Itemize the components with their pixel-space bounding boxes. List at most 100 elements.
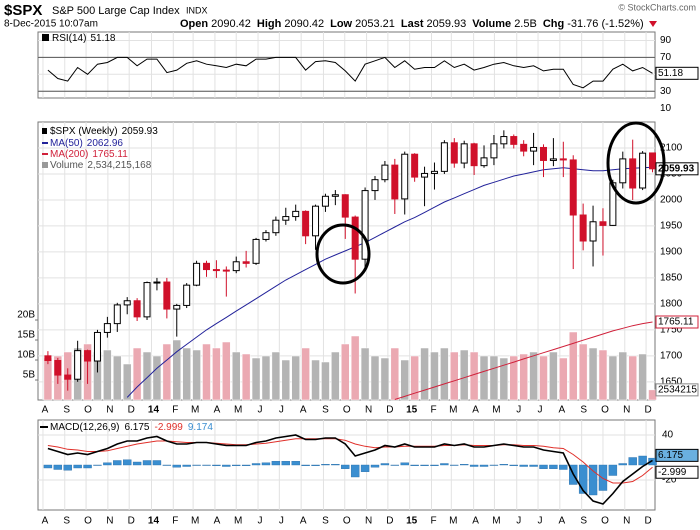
x-tick-label: O [84,516,92,527]
histogram-bar [410,464,419,466]
histogram-bar [152,460,162,466]
candle-body [302,210,310,237]
quote-label: Last [401,18,424,30]
value-box [655,66,699,80]
legend-name: Volume [50,160,84,171]
volume-bar [568,331,578,401]
histogram-bar [43,464,53,469]
x-tick-label: O [601,405,609,416]
moving-average [394,321,653,400]
candle-body [292,210,300,218]
candle-body [153,281,161,284]
x-tick-label: O [343,405,351,416]
x-tick-label: N [365,516,372,527]
histogram-bar [83,464,92,469]
candle-body [559,158,567,161]
histogram-bar [350,464,360,478]
value-box [655,315,699,329]
x-tick-label: O [343,516,351,527]
volume-bar [390,347,400,401]
candle-body [539,146,547,161]
candle-body [430,170,438,174]
y-tick-label: 70 [660,52,672,63]
histogram-bar [460,464,469,466]
candle-body [212,269,220,272]
x-tick-label: A [214,405,221,416]
volume-legend: Volume 2,534,215,168 [50,160,152,171]
x-tick-label: F [172,405,178,416]
histogram-bar [450,464,459,466]
x-tick-label: S [580,516,587,527]
x-tick-label: M [234,516,242,527]
candle-body [262,232,270,240]
ma-legend: MA(50) 2062.96 [50,138,123,149]
candle-body [331,194,339,197]
x-tick-label: J [258,405,263,416]
histogram-bar [212,464,221,466]
value-box-label: 6.175 [658,450,683,461]
histogram-bar [390,464,400,466]
x-tick-label: A [472,516,479,527]
candle-body [341,194,349,218]
x-tick-label: D [386,516,393,527]
histogram-bar [192,464,201,466]
down-arrow [649,21,657,27]
moving-average [126,166,653,398]
candle-body [391,164,399,200]
symbol: $SPX [4,2,42,19]
x-tick-label: J [516,516,521,527]
histogram-bar [132,461,142,466]
candle-body [371,179,379,192]
candle-body [589,221,597,242]
histogram-bar [608,464,618,476]
candle-body [84,350,92,362]
volume-bar [380,357,390,401]
candle-body [649,152,657,170]
candle-body [411,153,419,178]
x-tick-label: A [559,516,566,527]
legend-swatch [42,34,49,41]
candle-body [222,269,230,272]
histogram-bar [172,464,181,468]
volume-bar [420,347,429,401]
candle-body [74,350,82,380]
x-tick-label: O [601,516,609,527]
candle-body [282,216,290,221]
candle-body [549,158,557,161]
legend-name: $SPX (Weekly) [50,126,118,137]
volume-bar [519,353,528,401]
x-tick-label: N [365,405,372,416]
histogram-bar [73,464,82,469]
volume-bar [628,355,637,401]
histogram-bar [142,460,152,466]
candle-body [480,157,488,167]
histogram-bar [202,464,211,466]
histogram-bar [311,464,320,466]
candle-body [510,136,518,145]
histogram-bar [93,464,102,466]
value-box-label: -2.999 [658,467,687,478]
candle-body [361,190,369,260]
rsi-panel [37,31,656,99]
price-legend: $SPX (Weekly) 2059.93 [50,126,158,137]
volume-bar [301,347,310,401]
y-tick-label: 30 [660,86,672,97]
volume-bar [152,355,162,401]
histogram-bar [182,464,191,467]
rsi-line [47,56,653,89]
histogram-bar [529,464,538,467]
histogram-bar [360,464,370,472]
candle-body [450,142,458,164]
histogram-bar [420,464,429,466]
legend-value: 51.18 [90,33,115,44]
candle-body [321,195,329,207]
histogram-bar [103,462,112,466]
volume-bar [291,355,300,401]
quote-value: 2090.42 [284,18,324,30]
volume-bar [459,349,469,401]
candle-body [113,304,121,325]
volume-bar [192,349,201,401]
volume-bar [479,355,489,401]
value-box-label: 2059.93 [658,163,695,174]
histogram-bar [469,464,479,467]
